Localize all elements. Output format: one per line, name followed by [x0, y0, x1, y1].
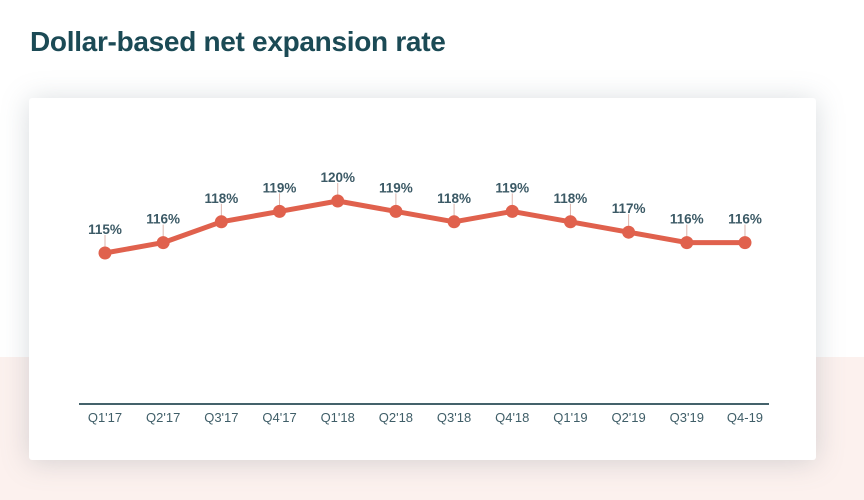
- value-label: 117%: [612, 201, 646, 216]
- data-point-marker: [214, 215, 228, 229]
- value-label: 115%: [88, 222, 122, 237]
- data-point-marker: [622, 225, 636, 239]
- x-axis-tick-label: Q3'17: [204, 410, 238, 425]
- data-point-marker: [738, 236, 752, 250]
- data-point-marker: [505, 204, 519, 218]
- x-axis-tick-label: Q4-19: [727, 410, 763, 425]
- value-label: 119%: [379, 180, 413, 195]
- x-axis-tick-label: Q3'19: [670, 410, 704, 425]
- data-point-marker: [389, 204, 403, 218]
- x-axis-tick-label: Q2'18: [379, 410, 413, 425]
- x-axis-tick-label: Q4'17: [262, 410, 296, 425]
- x-axis-tick-label: Q4'18: [495, 410, 529, 425]
- net-expansion-line-chart: 115% 116% 118% 119% 120% 119% 118% 119% 118% 117%…: [79, 170, 769, 425]
- data-point-marker: [273, 204, 287, 218]
- value-label: 119%: [495, 180, 529, 195]
- value-label: 120%: [320, 170, 355, 185]
- x-axis-tick-label: Q1'17: [88, 410, 122, 425]
- value-label: 118%: [204, 191, 238, 206]
- value-label: 116%: [728, 212, 762, 227]
- page-title: Dollar-based net expansion rate: [30, 26, 446, 57]
- data-point-marker: [680, 236, 694, 250]
- x-axis-tick-label: Q2'19: [611, 410, 645, 425]
- x-axis-tick-label: Q1'18: [321, 410, 355, 425]
- value-label: 118%: [437, 191, 471, 206]
- data-point-marker: [98, 246, 112, 260]
- x-axis-tick-label: Q2'17: [146, 410, 180, 425]
- data-point-marker: [331, 194, 345, 208]
- data-point-marker: [563, 215, 577, 229]
- data-point-marker: [156, 236, 170, 250]
- value-label: 116%: [146, 212, 180, 227]
- x-axis-tick-label: Q1'19: [553, 410, 587, 425]
- value-label: 119%: [263, 180, 297, 195]
- x-axis-tick-label: Q3'18: [437, 410, 471, 425]
- series-line: [102, 198, 748, 256]
- value-label: 118%: [554, 191, 588, 206]
- value-label: 116%: [670, 212, 704, 227]
- chart-card: 115% 116% 118% 119% 120% 119% 118% 119% 118% 117%…: [29, 98, 816, 460]
- data-point-marker: [447, 215, 461, 229]
